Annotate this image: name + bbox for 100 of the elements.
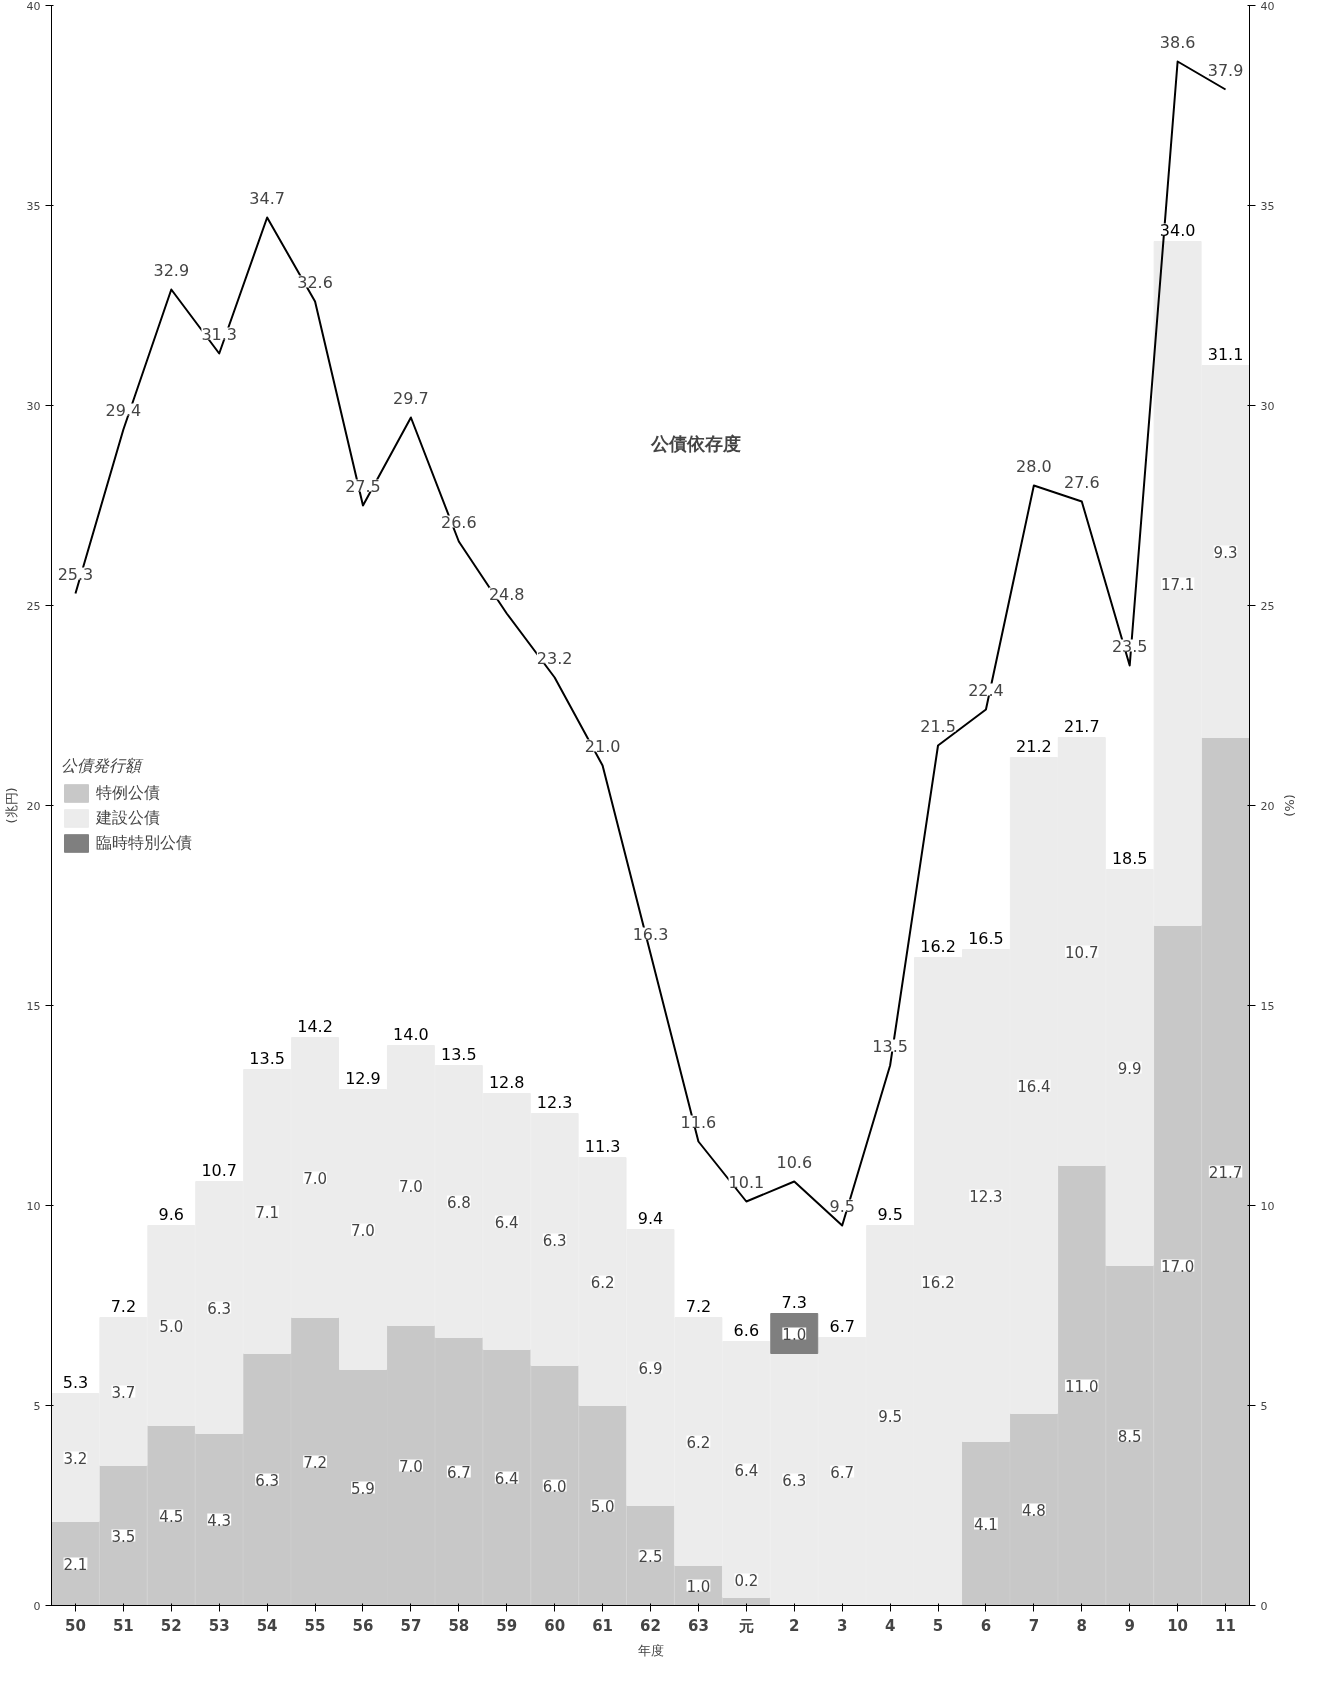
y-axis-title: (兆円) — [3, 787, 19, 824]
data-label: 4.1 — [974, 1515, 998, 1534]
data-label: 7.1 — [255, 1203, 280, 1222]
x-tick-label: 57 — [400, 1616, 422, 1635]
data-label: 37.9 — [1207, 60, 1244, 80]
x-tick-label: 54 — [256, 1616, 278, 1635]
y-tick-label: 15 — [26, 999, 41, 1013]
total-label: 18.5 — [1111, 848, 1148, 868]
x-tick-label: 7 — [1028, 1616, 1040, 1635]
y2-tick-label: 30 — [1260, 399, 1275, 413]
x-tick-label: 元 — [737, 1616, 754, 1635]
total-label: 10.7 — [201, 1160, 238, 1180]
x-tick-label: 3 — [836, 1616, 848, 1635]
total-label: 14.2 — [297, 1016, 333, 1036]
y2-tick-label: 40 — [1260, 0, 1275, 13]
total-label: 12.8 — [488, 1072, 525, 1092]
legend-label: 建設公債 — [96, 807, 160, 829]
y-tick-label: 10 — [26, 1199, 41, 1213]
total-label: 16.2 — [920, 936, 956, 956]
data-label: 10.1 — [728, 1172, 765, 1192]
x-tick-label: 56 — [352, 1616, 374, 1635]
data-label: 23.2 — [536, 648, 573, 668]
data-label: 8.5 — [1117, 1427, 1142, 1446]
data-label: 25.3 — [57, 564, 94, 584]
data-label: 34.7 — [249, 188, 285, 208]
data-label: 7.0 — [398, 1457, 423, 1476]
data-label: 6.2 — [686, 1433, 711, 1452]
total-label: 7.2 — [685, 1296, 712, 1316]
data-label: 6.4 — [734, 1461, 759, 1480]
y2-tick-label: 15 — [1260, 999, 1275, 1013]
x-tick-label: 10 — [1167, 1616, 1189, 1635]
data-label: 28.0 — [1016, 456, 1052, 476]
x-tick-label: 4 — [884, 1616, 896, 1635]
data-label: 0.2 — [734, 1571, 759, 1590]
data-label: 21.0 — [584, 736, 621, 756]
data-label: 6.0 — [542, 1477, 567, 1496]
data-label: 9.3 — [1213, 543, 1238, 562]
x-tick-label: 11 — [1215, 1616, 1236, 1635]
data-label: 17.1 — [1160, 575, 1195, 594]
data-label: 5.0 — [590, 1497, 615, 1516]
legend-label: 臨時特別公債 — [96, 832, 192, 854]
data-label: 6.9 — [638, 1359, 663, 1378]
x-axis-title: 年度 — [637, 1642, 664, 1658]
x-tick-label: 59 — [496, 1616, 518, 1635]
total-label: 13.5 — [441, 1044, 477, 1064]
data-label: 4.5 — [159, 1507, 184, 1526]
total-label: 6.7 — [829, 1316, 855, 1336]
y-tick-label: 30 — [26, 399, 41, 413]
data-label: 9.5 — [829, 1196, 855, 1216]
y-tick-label: 20 — [26, 799, 41, 813]
data-label: 5.9 — [351, 1479, 375, 1498]
data-label: 32.9 — [153, 260, 190, 280]
data-label: 12.3 — [969, 1187, 1003, 1206]
legend-title: 公債発行額 — [61, 756, 145, 777]
data-label: 21.7 — [1208, 1163, 1243, 1182]
total-label: 5.3 — [62, 1372, 89, 1392]
data-label: 5.0 — [159, 1317, 184, 1336]
x-tick-label: 9 — [1124, 1616, 1135, 1635]
x-tick-label: 51 — [112, 1616, 134, 1635]
data-label: 6.7 — [446, 1463, 471, 1482]
data-label: 6.3 — [255, 1471, 280, 1490]
total-label: 11.3 — [584, 1136, 621, 1156]
y-tick-label: 25 — [26, 599, 41, 613]
data-label: 31.3 — [201, 324, 238, 344]
data-label: 4.8 — [1021, 1501, 1046, 1520]
total-label: 34.0 — [1159, 220, 1196, 240]
data-label: 6.3 — [782, 1471, 807, 1490]
data-label: 29.7 — [393, 388, 429, 408]
y-tick-label: 35 — [26, 199, 41, 213]
data-label: 6.4 — [494, 1469, 519, 1488]
data-label: 3.5 — [111, 1527, 136, 1546]
data-label: 16.3 — [632, 924, 669, 944]
data-label: 4.3 — [207, 1511, 232, 1530]
x-tick-label: 62 — [640, 1616, 661, 1635]
data-label: 29.4 — [105, 400, 142, 420]
total-label: 13.5 — [249, 1048, 285, 1068]
data-label: 2.1 — [63, 1555, 88, 1574]
y2-tick-label: 5 — [1260, 1399, 1268, 1413]
total-label: 7.3 — [781, 1292, 807, 1312]
x-tick-label: 63 — [687, 1616, 709, 1635]
x-tick-label: 50 — [65, 1616, 86, 1635]
x-tick-label: 60 — [544, 1616, 566, 1635]
x-tick-label: 55 — [304, 1616, 326, 1635]
x-tick-label: 5 — [932, 1616, 944, 1635]
x-tick-label: 2 — [789, 1616, 800, 1635]
total-label: 31.1 — [1207, 344, 1244, 364]
data-label: 13.5 — [872, 1036, 908, 1056]
total-label: 7.2 — [110, 1296, 137, 1316]
total-label: 9.6 — [158, 1204, 185, 1224]
data-label: 11.0 — [1065, 1377, 1099, 1396]
y2-tick-label: 20 — [1260, 799, 1275, 813]
y-tick-label: 40 — [26, 0, 41, 13]
total-label: 9.4 — [637, 1208, 664, 1228]
y-tick-label: 5 — [33, 1399, 41, 1413]
total-label: 16.5 — [968, 928, 1004, 948]
data-label: 27.6 — [1063, 472, 1100, 492]
data-label: 23.5 — [1111, 636, 1148, 656]
y2-axis-title: (%) — [1282, 794, 1298, 817]
data-label: 7.0 — [351, 1221, 375, 1240]
y2-tick-label: 10 — [1260, 1199, 1275, 1213]
